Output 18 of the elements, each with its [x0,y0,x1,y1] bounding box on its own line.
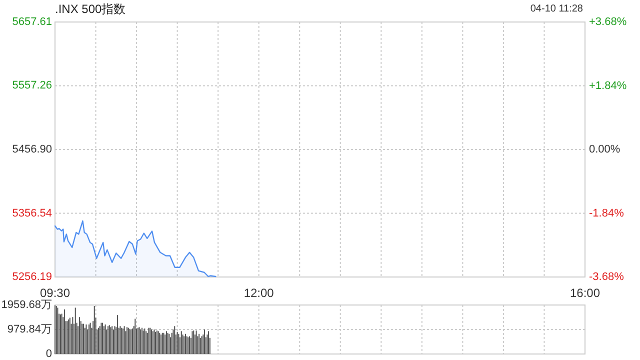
y-tick-label: 1959.68万 [1,299,52,311]
y-tick-label: 979.84万 [7,324,52,336]
x-tick-label: 12:00 [244,286,274,300]
y2-tick-label: +3.68% [589,16,627,28]
text: 04-10 11:28 [530,4,584,14]
y2-tick-label: -3.68% [589,271,624,283]
y2-tick-label: +1.84% [589,80,627,92]
y2-tick-label: 0.00% [589,144,620,156]
chart-title: .INX 500指数 [55,2,126,16]
y-tick-label: 5256.19 [12,271,52,283]
y-tick-label: 5356.54 [12,207,52,220]
y2-tick-label: -1.84% [589,207,624,220]
x-tick-label: 16:00 [570,286,600,300]
y-tick-label: 5456.90 [12,144,52,156]
y-tick-label: 0 [46,348,52,360]
y-tick-label: 5557.26 [12,80,52,92]
y-tick-label: 5657.61 [12,16,52,28]
x-tick-label: 09:30 [40,286,70,300]
